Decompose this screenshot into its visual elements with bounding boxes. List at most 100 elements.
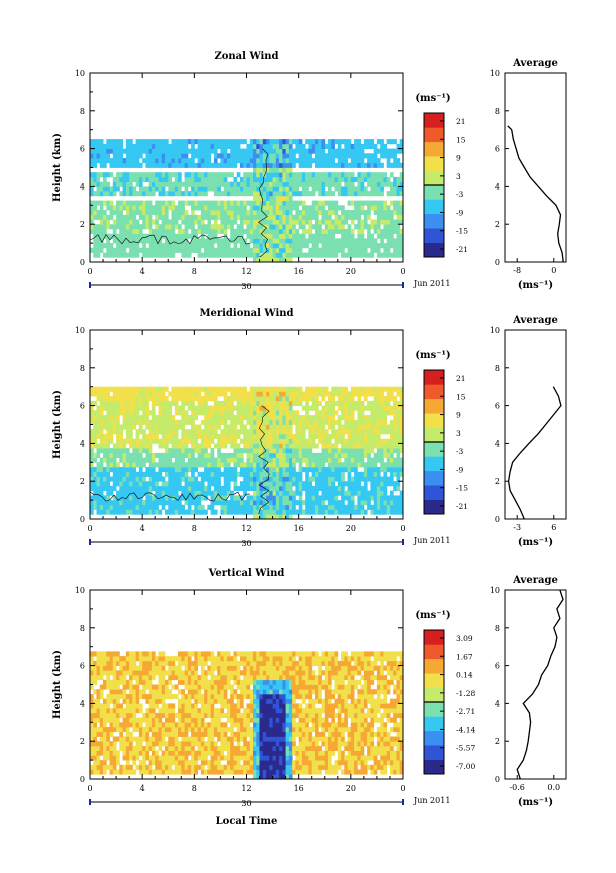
heatmap-cell — [243, 424, 247, 430]
heatmap-cell — [301, 228, 306, 234]
heatmap-cell — [158, 162, 163, 168]
heatmap-cell — [233, 252, 238, 258]
colorbar-swatch — [424, 156, 444, 171]
heatmap-cell — [106, 205, 110, 211]
heatmap-cell — [259, 514, 264, 520]
heatmap-cell — [253, 424, 257, 430]
heatmap-cell — [354, 238, 358, 244]
heatmap-cell — [370, 243, 375, 249]
heatmap-cell — [354, 148, 358, 154]
heatmap-cell — [367, 476, 371, 482]
heatmap-cell — [132, 200, 137, 206]
heatmap-cell — [142, 143, 146, 149]
heatmap-cell — [103, 750, 107, 756]
heatmap-cell — [288, 200, 293, 206]
heatmap-cell — [158, 158, 163, 164]
heatmap-cell — [272, 495, 277, 501]
heatmap-cell — [132, 247, 137, 253]
heatmap-cell — [262, 429, 267, 435]
heatmap-cell — [347, 448, 352, 454]
heatmap-cell — [168, 228, 172, 234]
heatmap-cell — [220, 214, 225, 220]
heatmap-cell — [399, 181, 404, 187]
heatmap-cell — [151, 471, 156, 477]
colorbar-tick-label: 9 — [456, 154, 461, 163]
heatmap-cell — [122, 476, 127, 482]
heatmap-cell — [119, 741, 123, 747]
heatmap-cell — [373, 176, 378, 182]
heatmap-cell — [171, 243, 176, 249]
heatmap-cell — [217, 457, 221, 463]
heatmap-cell — [178, 443, 182, 449]
heatmap-cell — [341, 504, 345, 510]
heatmap-cell — [165, 438, 169, 444]
heatmap-cell — [324, 252, 329, 258]
heatmap-cell — [125, 467, 130, 473]
heatmap-cell — [266, 139, 270, 145]
heatmap-cell — [168, 419, 172, 425]
heatmap-cell — [256, 509, 260, 515]
heatmap-cell — [109, 722, 114, 728]
heatmap-cell — [347, 405, 352, 411]
heatmap-cell — [210, 419, 215, 425]
heatmap-cell — [390, 500, 394, 506]
heatmap-cell — [246, 504, 251, 510]
heatmap-cell — [142, 191, 146, 197]
heatmap-cell — [380, 410, 384, 416]
heatmap-cell — [148, 467, 153, 473]
heatmap-cell — [151, 424, 156, 430]
heatmap-cell — [308, 500, 313, 506]
heatmap-cell — [103, 172, 107, 178]
heatmap-cell — [315, 210, 319, 216]
heatmap-cell — [197, 481, 202, 487]
heatmap-cell — [288, 481, 293, 487]
heatmap-cell — [315, 509, 319, 515]
heatmap-cell — [253, 462, 257, 468]
heatmap-cell — [363, 452, 368, 458]
heatmap-cell — [116, 200, 120, 206]
heatmap-cell — [90, 665, 94, 671]
heatmap-cell — [161, 405, 166, 411]
heatmap-cell — [360, 386, 365, 392]
heatmap-cell — [386, 462, 391, 468]
heatmap-cell — [259, 419, 264, 425]
heatmap-cell — [341, 405, 345, 411]
heatmap-cell — [132, 717, 137, 723]
heatmap-cell — [168, 233, 172, 239]
heatmap-cell — [308, 415, 313, 421]
heatmap-cell — [390, 219, 394, 225]
heatmap-cell — [226, 205, 231, 211]
heatmap-cell — [122, 684, 127, 690]
heatmap-cell — [331, 205, 335, 211]
heatmap-cell — [259, 210, 264, 216]
heatmap-cell — [249, 252, 254, 258]
heatmap-cell — [129, 694, 133, 700]
heatmap-cell — [350, 252, 355, 258]
heatmap-cell — [158, 228, 163, 234]
heatmap-cell — [220, 504, 225, 510]
heatmap-cell — [376, 443, 381, 449]
heatmap-cell — [383, 176, 388, 182]
heatmap-cell — [223, 176, 228, 182]
heatmap-cell — [383, 500, 388, 506]
heatmap-cell — [210, 452, 215, 458]
heatmap-cell — [380, 509, 384, 515]
heatmap-cell — [399, 410, 404, 416]
colorbar-swatch — [424, 242, 444, 258]
heatmap-cell — [210, 176, 215, 182]
heatmap-cell — [236, 186, 241, 192]
heatmap-cell — [178, 243, 182, 249]
heatmap-cell — [399, 405, 404, 411]
heatmap-cell — [292, 415, 296, 421]
heatmap-cell — [125, 500, 130, 506]
heatmap-cell — [295, 219, 300, 225]
heatmap-cell — [226, 467, 231, 473]
heatmap-cell — [103, 684, 107, 690]
heatmap-cell — [285, 195, 290, 201]
heatmap-cell — [135, 153, 140, 159]
heatmap-cell — [207, 386, 212, 392]
heatmap-cell — [347, 243, 352, 249]
heatmap-cell — [213, 233, 218, 239]
heatmap-cell — [275, 158, 280, 164]
heatmap-cell — [386, 205, 391, 211]
